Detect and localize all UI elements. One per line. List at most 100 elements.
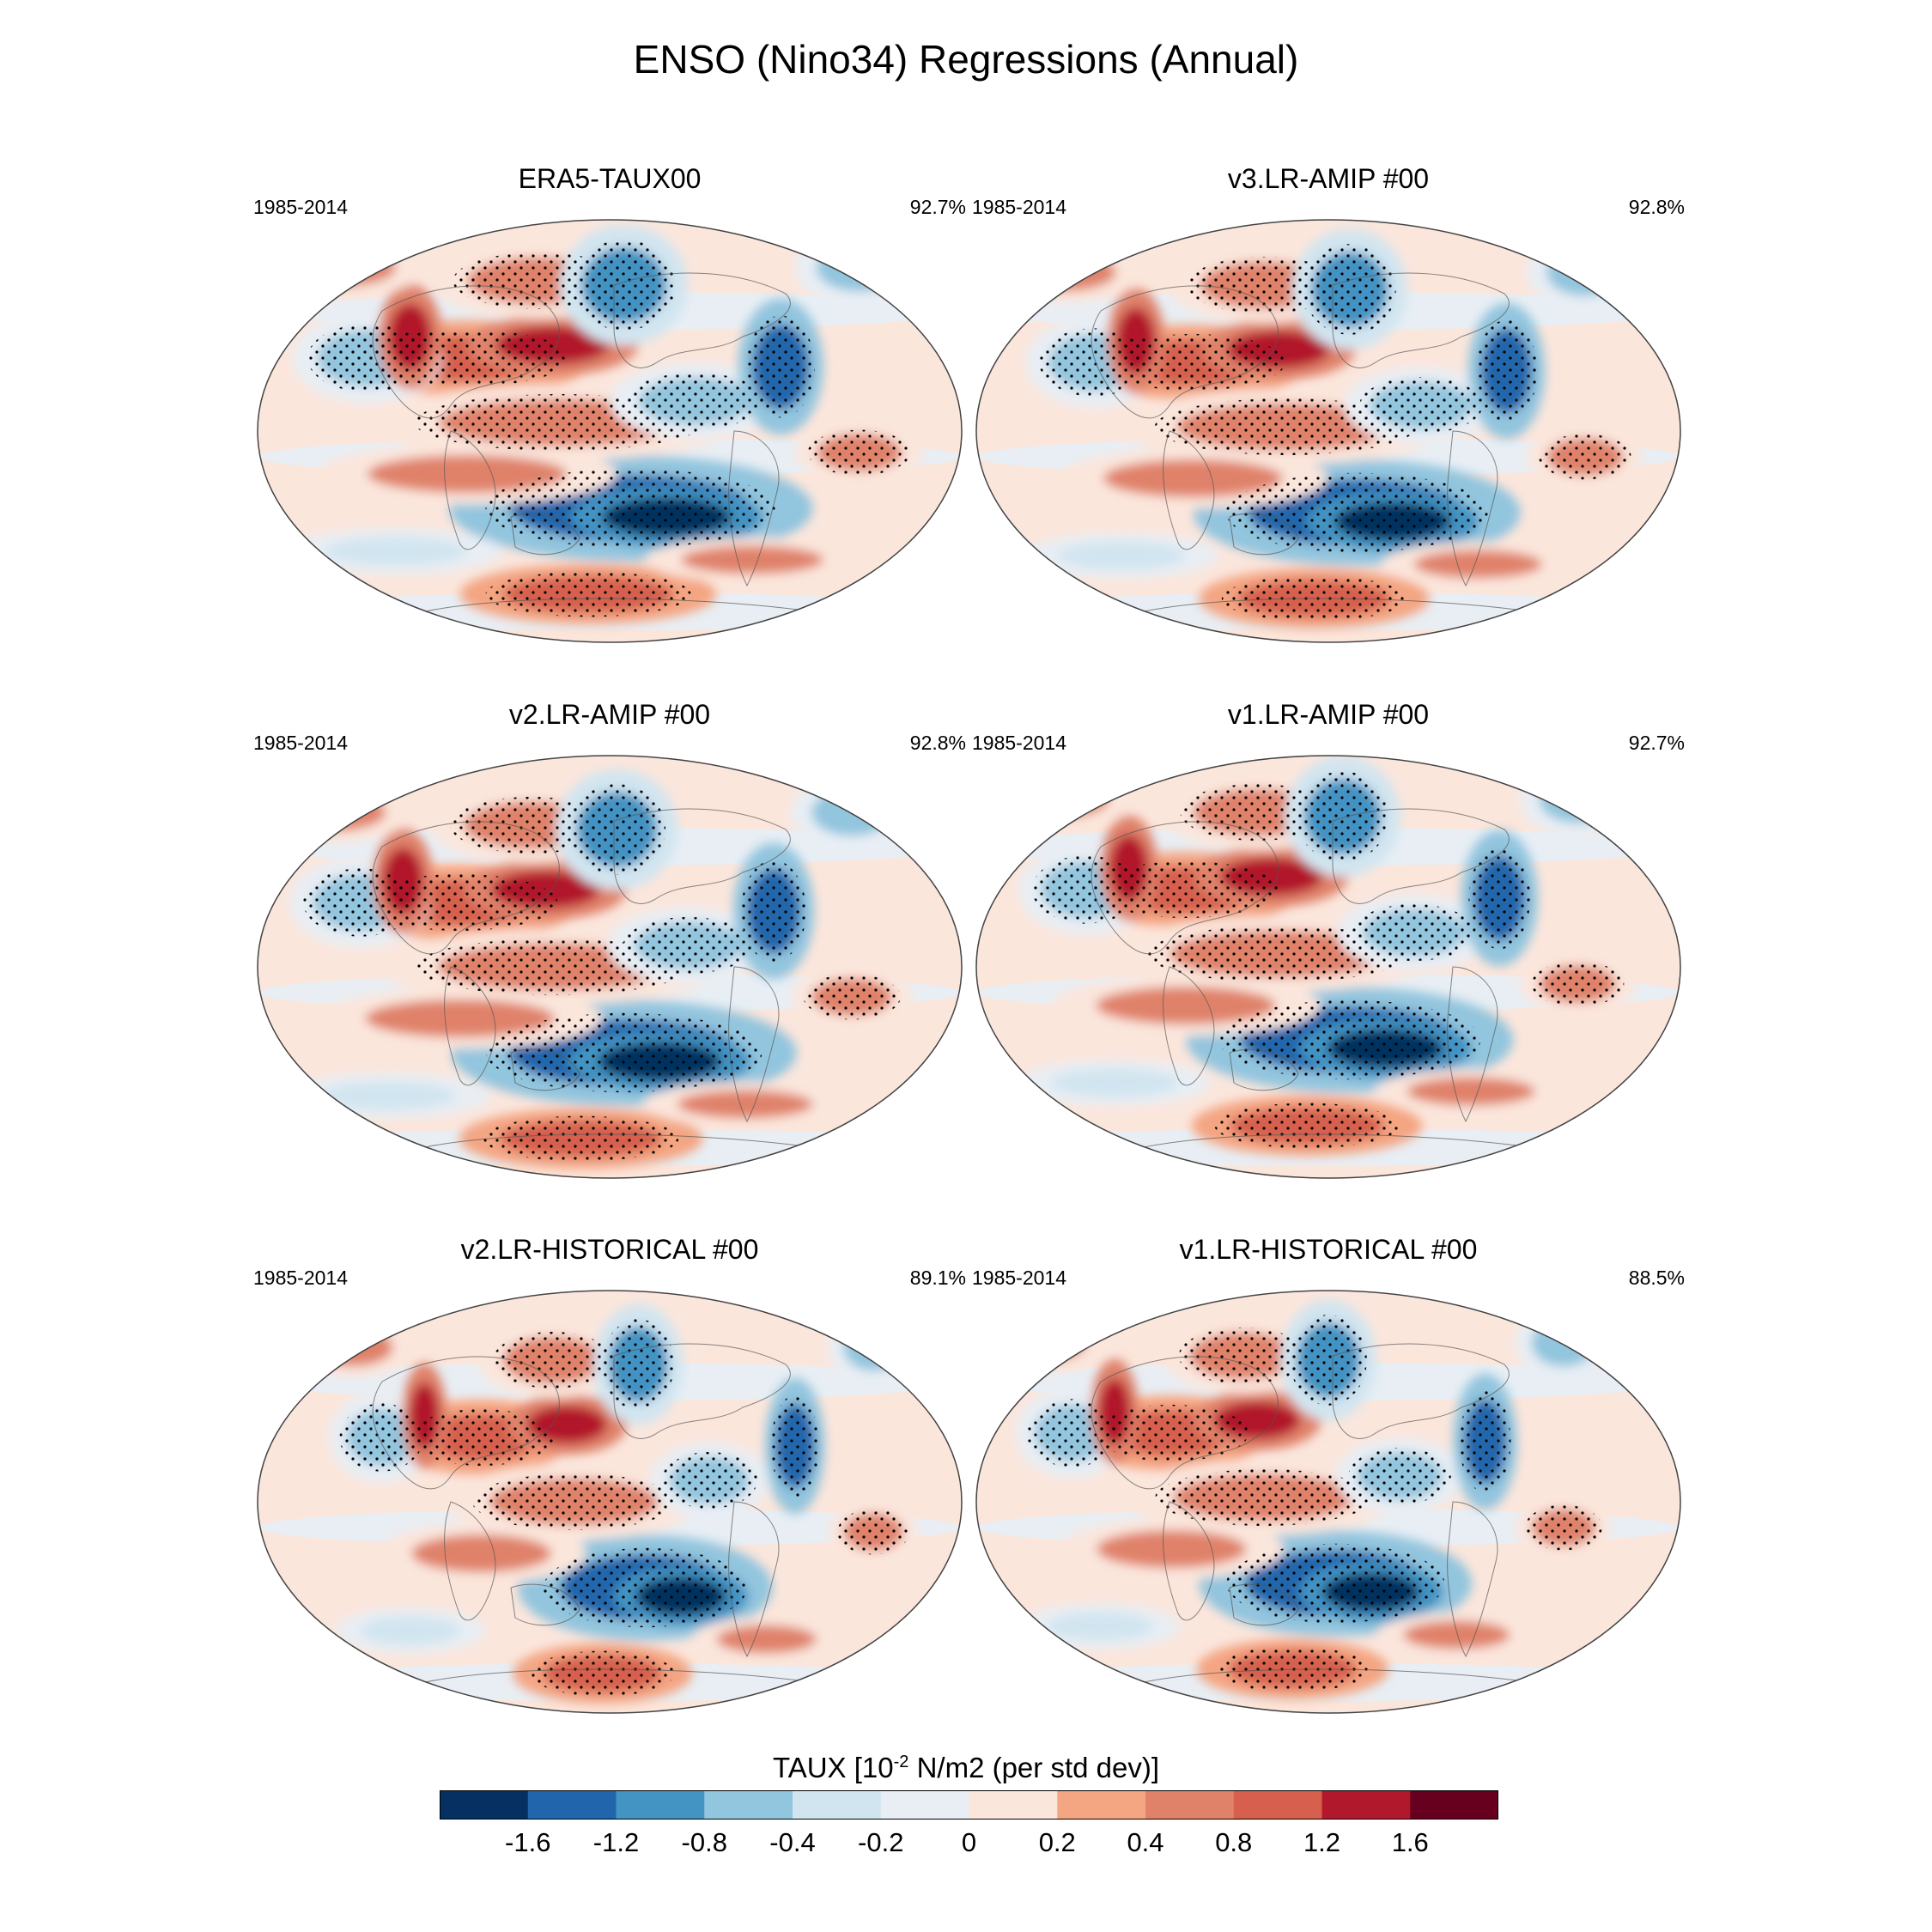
colorbar-swatch <box>527 1790 617 1820</box>
coastline <box>1091 1356 1279 1490</box>
significance-stipple <box>1525 1504 1602 1551</box>
coastline <box>1332 272 1510 368</box>
colorbar-swatch <box>616 1790 705 1820</box>
anomaly-core <box>411 1534 551 1572</box>
significance-stipple <box>492 1332 613 1388</box>
significance-stipple <box>1155 1469 1374 1526</box>
robinson-map <box>975 755 1681 1179</box>
colorbar-swatch <box>793 1790 882 1820</box>
significance-stipple <box>1226 1543 1445 1624</box>
map-panel-v3-amip: v3.LR-AMIP #00 1985-2014 92.8% <box>972 163 1685 644</box>
colorbar-tick-label: -1.2 <box>592 1827 640 1857</box>
panel-period: 1985-2014 <box>253 732 348 754</box>
significance-stipple <box>485 468 777 549</box>
significance-stipple <box>1539 434 1631 480</box>
anomaly-halo <box>1515 1305 1612 1381</box>
colorbar-tick-label: -0.4 <box>769 1827 816 1857</box>
significance-stipple <box>1147 926 1410 982</box>
anomaly-halo <box>980 769 1135 830</box>
significance-stipple <box>626 373 764 429</box>
map-outline <box>257 219 963 643</box>
map-outline <box>975 1290 1681 1714</box>
coastline <box>613 808 791 904</box>
significance-stipple <box>1225 472 1488 553</box>
significance-stipple <box>531 1650 675 1697</box>
colorbar-frame <box>440 1790 1498 1820</box>
anomaly-core <box>1546 248 1624 296</box>
coastline <box>1143 598 1531 612</box>
colorbar-tick-label: 1.2 <box>1303 1827 1341 1857</box>
anomaly-core <box>1050 1068 1179 1097</box>
significance-stipple <box>1475 319 1538 422</box>
anomaly-core <box>320 1081 457 1110</box>
colorbar-tick-label: 0.8 <box>1215 1827 1253 1857</box>
significance-stipple <box>1359 377 1483 434</box>
significance-stipple <box>1094 1405 1249 1461</box>
coastline <box>424 598 812 612</box>
robinson-map <box>257 755 963 1179</box>
coastline <box>1229 1583 1299 1626</box>
significance-stipple <box>1093 861 1279 918</box>
anomaly-core <box>1103 459 1283 497</box>
anomaly-halo <box>293 1316 413 1378</box>
coastline <box>372 1356 560 1490</box>
coastline <box>1332 1343 1510 1439</box>
colorbar-swatch <box>969 1790 1058 1820</box>
anomaly-core <box>282 249 396 287</box>
anomaly-core <box>365 999 556 1037</box>
coastline <box>444 966 496 1086</box>
significance-stipple <box>1303 244 1396 335</box>
significance-stipple <box>1531 961 1625 1007</box>
significance-stipple <box>483 1115 679 1162</box>
anomaly-core <box>1403 1620 1510 1649</box>
coastline <box>613 1343 791 1439</box>
significance-stipple <box>623 917 753 974</box>
panel-percentage: 92.7% <box>1628 732 1685 754</box>
colorbar-swatch <box>1233 1790 1322 1820</box>
anomaly-halo <box>1520 762 1636 837</box>
significance-stipple <box>307 324 428 392</box>
anomaly-core <box>1047 1612 1154 1641</box>
panel-period: 1985-2014 <box>253 1267 348 1289</box>
significance-stipple <box>661 1452 757 1509</box>
anomaly-core <box>367 455 568 493</box>
anomaly-halo <box>979 1312 1108 1374</box>
anomaly-halo <box>828 1309 919 1385</box>
significance-stipple <box>409 1409 554 1466</box>
coastline <box>1447 1501 1498 1658</box>
colorbar-swatch <box>880 1790 969 1820</box>
panel-title: v2.LR-AMIP #00 <box>508 699 711 730</box>
significance-stipple <box>1032 855 1140 924</box>
significance-stipple <box>1026 1399 1117 1467</box>
anomaly-core <box>1096 987 1276 1024</box>
significance-stipple <box>1348 1448 1451 1504</box>
coastline <box>424 1133 812 1148</box>
significance-stipple <box>568 784 666 875</box>
colorbar-tick-label: 0 <box>961 1827 977 1857</box>
panel-title: v2.LR-HISTORICAL #00 <box>460 1234 759 1265</box>
anomaly-core <box>325 537 467 566</box>
anomaly-core <box>1097 1530 1247 1568</box>
panel-period: 1985-2014 <box>972 196 1066 218</box>
significance-stipple <box>770 1394 819 1498</box>
panel-percentage: 92.7% <box>909 196 966 218</box>
anomaly-core <box>1057 541 1186 570</box>
map-outline <box>975 755 1681 1179</box>
panel-title: ERA5-TAUX00 <box>518 163 702 194</box>
panel-period: 1985-2014 <box>253 196 348 218</box>
significance-stipple <box>1039 328 1147 397</box>
anomaly-core <box>681 545 823 574</box>
anomaly-halo <box>987 241 1142 303</box>
coastline <box>1447 430 1498 587</box>
significance-stipple <box>807 429 911 476</box>
coastline <box>1163 1501 1215 1621</box>
anomaly-halo <box>258 781 413 843</box>
map-panel-v2-historical: v2.LR-HISTORICAL #00 1985-2014 89.1% <box>253 1234 966 1715</box>
significance-stipple <box>414 939 691 995</box>
anomaly-core <box>360 1616 460 1645</box>
significance-stipple <box>741 860 806 963</box>
significance-stipple <box>1296 771 1389 862</box>
panel-title: v3.LR-AMIP #00 <box>1227 163 1430 194</box>
colorbar-title-suffix: N/m2 (per std dev)] <box>908 1752 1159 1783</box>
coastline <box>444 430 496 550</box>
